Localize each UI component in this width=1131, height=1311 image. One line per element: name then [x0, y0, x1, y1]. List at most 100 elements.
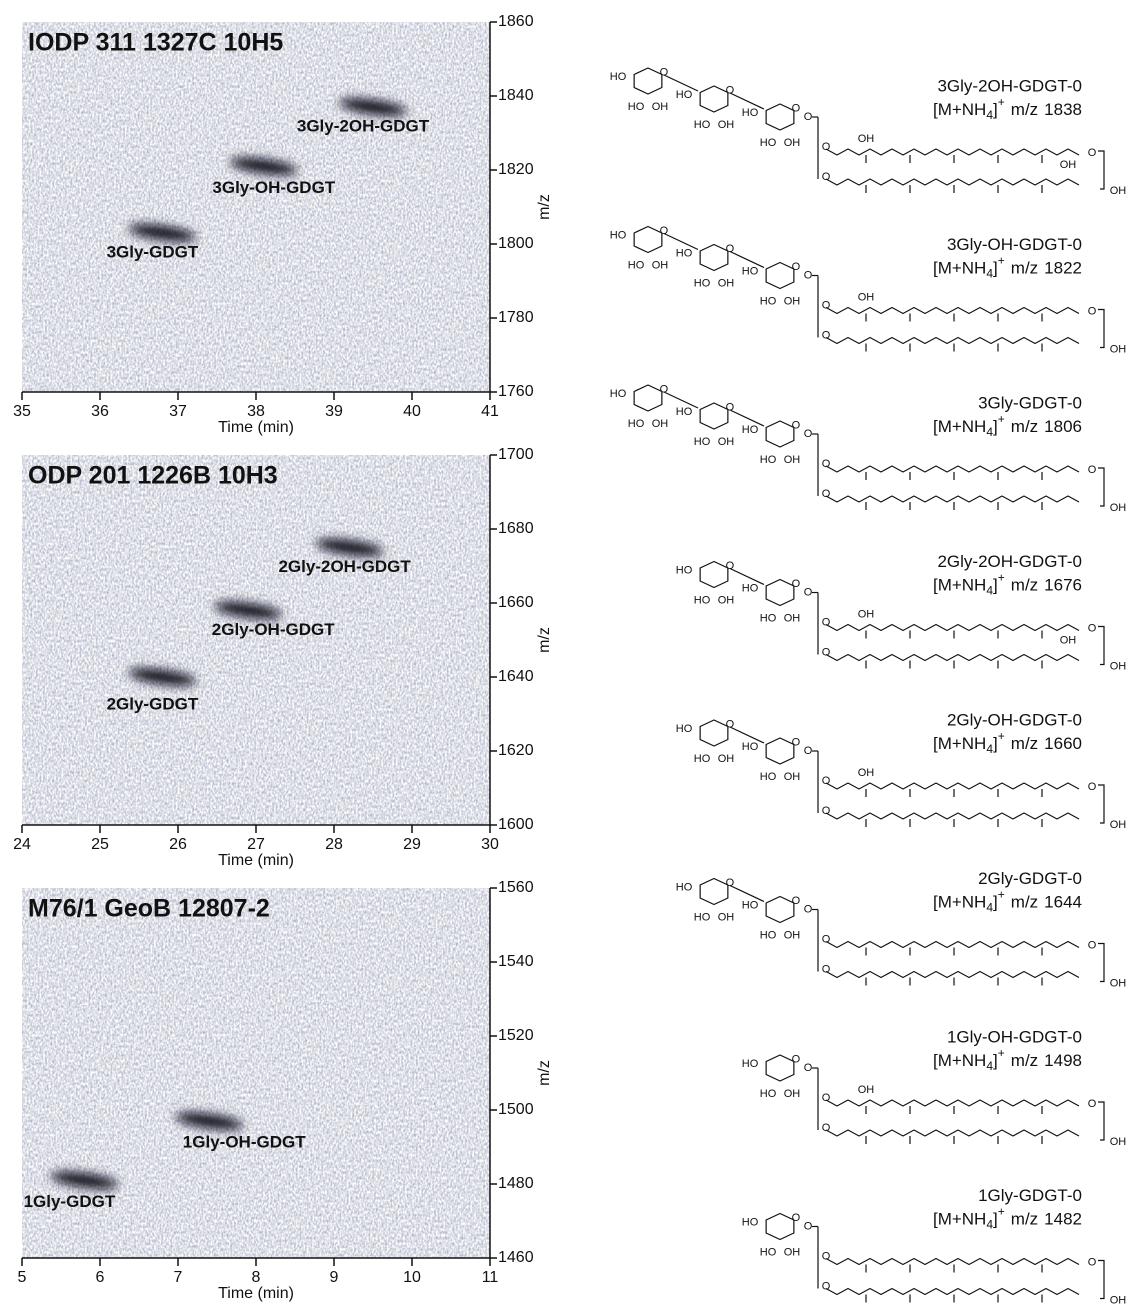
x-tick-label: 10	[403, 1269, 421, 1286]
x-tick-label: 35	[13, 403, 31, 420]
atom-label: O	[822, 488, 831, 500]
y-tick-label: 1500	[498, 1101, 534, 1118]
y-tick-label: 1480	[498, 1175, 534, 1192]
atom-label: O	[726, 560, 735, 572]
spot	[315, 539, 384, 556]
x-tick-label: 26	[169, 836, 187, 853]
atom-label: O	[792, 419, 801, 431]
atom-label: HO	[610, 388, 627, 400]
atom-label: O	[804, 111, 813, 123]
glycosidic-bond	[729, 567, 765, 586]
bond	[1098, 308, 1105, 349]
atom-label: OH	[784, 295, 801, 307]
ion-part: ]	[993, 417, 998, 436]
atom-label: OH	[1110, 502, 1127, 514]
ion-part: 1482	[1044, 1210, 1082, 1229]
alkyl-chain	[825, 623, 1080, 632]
atom-label: O	[726, 877, 735, 889]
atom-label: HO	[760, 137, 777, 149]
alkyl-chain	[825, 1287, 1080, 1296]
atom-label: HO	[760, 612, 777, 624]
structure-ion: [M+NH4]+ m/z 1482	[933, 1205, 1082, 1232]
atom-label: OH	[1060, 634, 1077, 646]
atom-label: O	[792, 578, 801, 590]
atom-label: O	[804, 903, 813, 915]
structure-ion: [M+NH4]+ m/z 1676	[933, 571, 1082, 598]
bond	[1098, 467, 1105, 507]
spot-label: 3Gly-2OH-GDGT	[297, 117, 430, 136]
sugar-ring	[765, 1212, 795, 1241]
sugar-ring	[765, 895, 795, 924]
y-tick-label: 1840	[498, 87, 534, 104]
atom-label: O	[792, 1212, 801, 1224]
glycosidic-bond	[729, 726, 765, 744]
sugar-ring	[765, 737, 795, 765]
alkyl-chain	[825, 495, 1080, 503]
spot-label: 2Gly-2OH-GDGT	[278, 557, 411, 576]
atom-label: OH	[652, 259, 669, 271]
atom-label: O	[792, 261, 801, 273]
atom-label: HO	[760, 454, 777, 466]
chart-title: M76/1 GeoB 12807-2	[28, 895, 270, 923]
atom-label: O	[1088, 1098, 1097, 1110]
atom-label: O	[1088, 305, 1097, 317]
x-tick-label: 39	[325, 403, 343, 420]
ion-part: +	[998, 412, 1005, 426]
y-tick-label: 1800	[498, 235, 534, 252]
structure-ion: [M+NH4]+ m/z 1822	[933, 254, 1082, 281]
ion-part: m/z	[1011, 100, 1038, 119]
atom-label: O	[804, 586, 813, 598]
spot	[128, 668, 197, 686]
bond	[1098, 942, 1105, 983]
y-tick-label: 1600	[498, 816, 534, 833]
x-tick-label: 28	[325, 836, 343, 853]
atom-label: HO	[760, 771, 777, 783]
alkyl-chain	[825, 812, 1080, 820]
atom-label: OH	[784, 771, 801, 783]
ion-part: 1822	[1044, 259, 1082, 278]
atom-label: HO	[694, 277, 711, 289]
ion-part: m/z	[1011, 1051, 1038, 1070]
atom-label: O	[1088, 147, 1097, 159]
atom-label: HO	[742, 424, 759, 436]
y-tick-label: 1820	[498, 161, 534, 178]
atom-label: O	[1088, 622, 1097, 634]
alkyl-chain	[825, 1099, 1080, 1107]
x-tick-label: 41	[481, 403, 499, 420]
atom-label: OH	[784, 137, 801, 149]
glycosidic-bond	[663, 232, 699, 251]
atom-label: O	[822, 616, 831, 628]
alkyl-chain	[825, 306, 1080, 315]
ion-part: 1838	[1044, 100, 1082, 119]
x-axis-label: Time (min)	[218, 852, 294, 869]
structure-name: 3Gly-GDGT-0	[978, 393, 1082, 412]
atom-label: OH	[784, 1246, 801, 1258]
sugar-ring	[633, 225, 663, 254]
atom-label: O	[660, 225, 669, 237]
atom-label: O	[822, 1092, 831, 1104]
sugar-ring	[699, 402, 729, 430]
ion-part: [M+NH	[933, 1051, 986, 1070]
spot	[128, 224, 197, 242]
atom-label: OH	[718, 753, 735, 765]
atom-label: O	[792, 1053, 801, 1065]
x-axis-label: Time (min)	[218, 1285, 294, 1302]
alkyl-chain	[825, 465, 1080, 473]
atom-label: OH	[1060, 159, 1077, 171]
atom-label: O	[792, 736, 801, 748]
alkyl-chain	[825, 1129, 1080, 1137]
spot	[339, 98, 407, 116]
y-tick-label: 1640	[498, 668, 534, 685]
ion-part: +	[998, 888, 1005, 902]
alkyl-chain	[825, 336, 1080, 345]
atom-label: O	[822, 141, 831, 153]
x-tick-label: 36	[91, 403, 109, 420]
structure-ion: [M+NH4]+ m/z 1660	[933, 729, 1082, 756]
y-tick-label: 1540	[498, 953, 534, 970]
atom-label: O	[1088, 464, 1097, 476]
x-tick-label: 37	[169, 403, 187, 420]
